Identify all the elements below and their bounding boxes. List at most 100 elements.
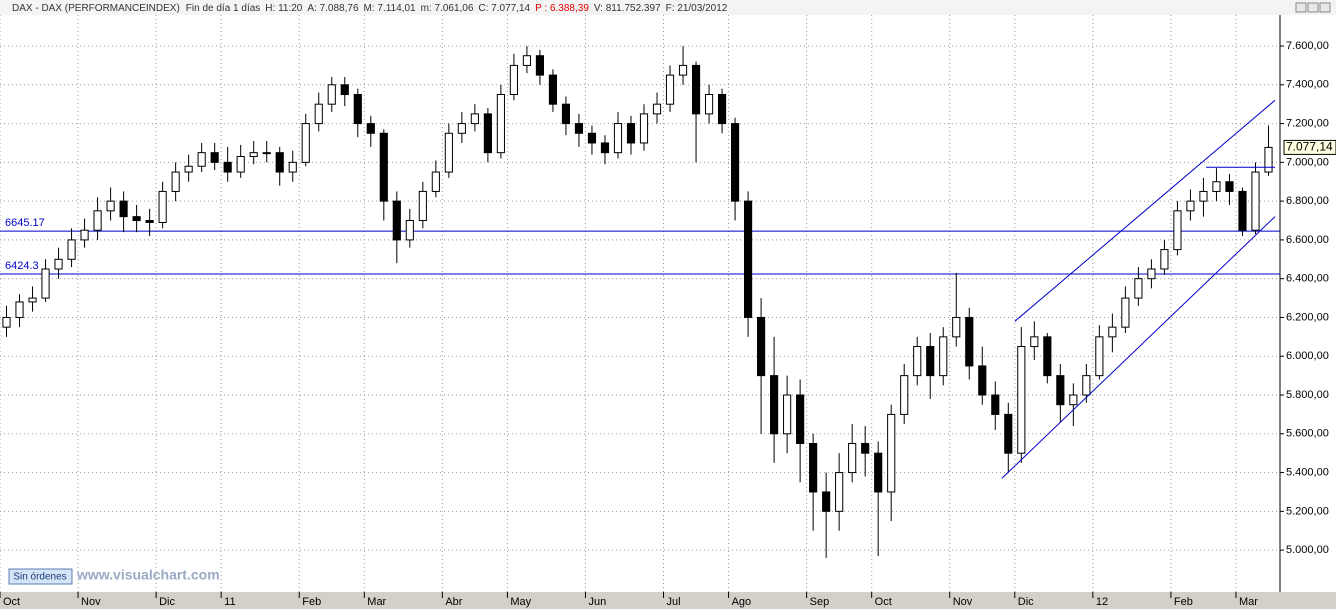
x-tick-label: Oct — [875, 596, 892, 608]
candle-body — [939, 336, 948, 377]
last-price-label: 7.077,14 — [1286, 140, 1333, 154]
candle-body — [28, 297, 37, 303]
header-bar — [0, 0, 1336, 15]
candle-body — [1212, 181, 1221, 192]
candle-body — [405, 220, 414, 241]
candle-body — [1186, 200, 1195, 212]
candle-body — [770, 375, 779, 435]
candle-body — [522, 55, 531, 66]
candle-body — [1108, 326, 1117, 338]
candle-body — [223, 161, 232, 173]
candle-body — [1056, 375, 1065, 406]
candle-body — [1238, 190, 1247, 231]
candle-body — [67, 239, 76, 260]
candle-body — [132, 216, 141, 222]
x-tick-label: Jun — [588, 596, 606, 608]
y-tick-label: 6.200,00 — [1286, 311, 1329, 323]
x-tick-label: Dic — [1018, 596, 1034, 608]
y-tick-label: 5.200,00 — [1286, 505, 1329, 517]
x-tick-label: Mar — [1239, 596, 1258, 608]
candle-body — [93, 210, 102, 231]
y-tick-label: 7.400,00 — [1286, 79, 1329, 91]
y-tick-label: 5.800,00 — [1286, 389, 1329, 401]
x-axis-bar — [0, 592, 1336, 609]
candle-body — [119, 200, 128, 218]
x-tick-label: May — [510, 596, 531, 608]
candle-body — [54, 258, 63, 270]
candle-body — [418, 190, 427, 222]
candle-body — [1095, 336, 1104, 377]
candle-body — [1264, 146, 1273, 173]
orders-button[interactable] — [8, 568, 73, 585]
header-prev: P : 6.388,39 — [535, 3, 589, 14]
candle-body — [587, 132, 597, 144]
candle-body — [2, 316, 11, 328]
candle-body — [145, 220, 154, 223]
y-tick-label: 7.000,00 — [1286, 156, 1329, 168]
candle-body — [678, 64, 688, 76]
candle-body — [431, 171, 440, 192]
y-tick-label: 6.800,00 — [1286, 195, 1329, 207]
candle-body — [379, 132, 388, 202]
candle-body — [691, 64, 701, 115]
y-tick-label: 7.200,00 — [1286, 117, 1329, 129]
candle-body — [783, 394, 792, 435]
header-field: A: 7.088,76 — [307, 3, 359, 14]
maximize-button[interactable] — [1307, 2, 1319, 13]
candle-body — [392, 200, 401, 241]
candle-body — [210, 152, 219, 163]
y-tick-label: 5.400,00 — [1286, 466, 1329, 478]
candle-body — [535, 55, 545, 76]
y-tick-label: 5.600,00 — [1286, 428, 1329, 440]
candle-body — [835, 472, 844, 512]
close-button[interactable] — [1319, 2, 1331, 13]
candle-body — [848, 442, 857, 474]
candle-body — [496, 93, 505, 154]
candle-body — [652, 103, 662, 115]
header-text: DAX - DAX (PERFORMANCEINDEX) Fin de día 1… — [12, 3, 728, 14]
candle-body — [236, 156, 245, 173]
candle-body — [1030, 336, 1039, 348]
candle-body — [249, 152, 258, 158]
candle-body — [600, 142, 610, 154]
candle-body — [80, 229, 89, 241]
candle-body — [366, 123, 375, 134]
candle-body — [822, 491, 831, 512]
candle-body — [639, 113, 649, 144]
candle-body — [1134, 278, 1143, 299]
window-buttons[interactable] — [1295, 2, 1331, 13]
header-field: M: 7.114,01 — [364, 3, 417, 14]
level-label: 6424.3 — [5, 260, 39, 272]
trend-line — [1001, 216, 1276, 479]
candle-body — [991, 394, 1000, 415]
candle-body — [900, 375, 909, 415]
candle-body — [457, 123, 466, 134]
trend-line — [1014, 99, 1276, 322]
candle-body — [1199, 190, 1208, 202]
last-price-box — [1283, 139, 1336, 155]
candle-body — [509, 64, 518, 95]
candle-body — [301, 123, 310, 163]
candle-body — [444, 132, 453, 173]
x-tick-label: 12 — [1096, 596, 1108, 608]
candle-body — [1043, 336, 1052, 377]
candle-body — [1069, 394, 1078, 406]
candle-body — [340, 84, 349, 95]
level-label: 6645.17 — [5, 217, 45, 229]
x-tick-label: Abr — [445, 596, 462, 608]
header-field: C: 7.077,14 — [478, 3, 530, 14]
orders-button-label[interactable]: Sin órdenes — [13, 572, 66, 583]
x-tick-label: Feb — [302, 596, 321, 608]
x-tick-label: Mar — [367, 596, 386, 608]
x-tick-label: Nov — [81, 596, 101, 608]
candle-body — [41, 268, 50, 299]
x-tick-label: Sep — [810, 596, 830, 608]
candle-body — [704, 93, 714, 115]
candle-body — [1173, 210, 1182, 251]
minimize-button[interactable] — [1295, 2, 1307, 13]
candle-body — [926, 346, 935, 377]
candle-body — [106, 200, 115, 212]
x-tick-label: Ago — [732, 596, 752, 608]
y-tick-label: 6.000,00 — [1286, 350, 1329, 362]
